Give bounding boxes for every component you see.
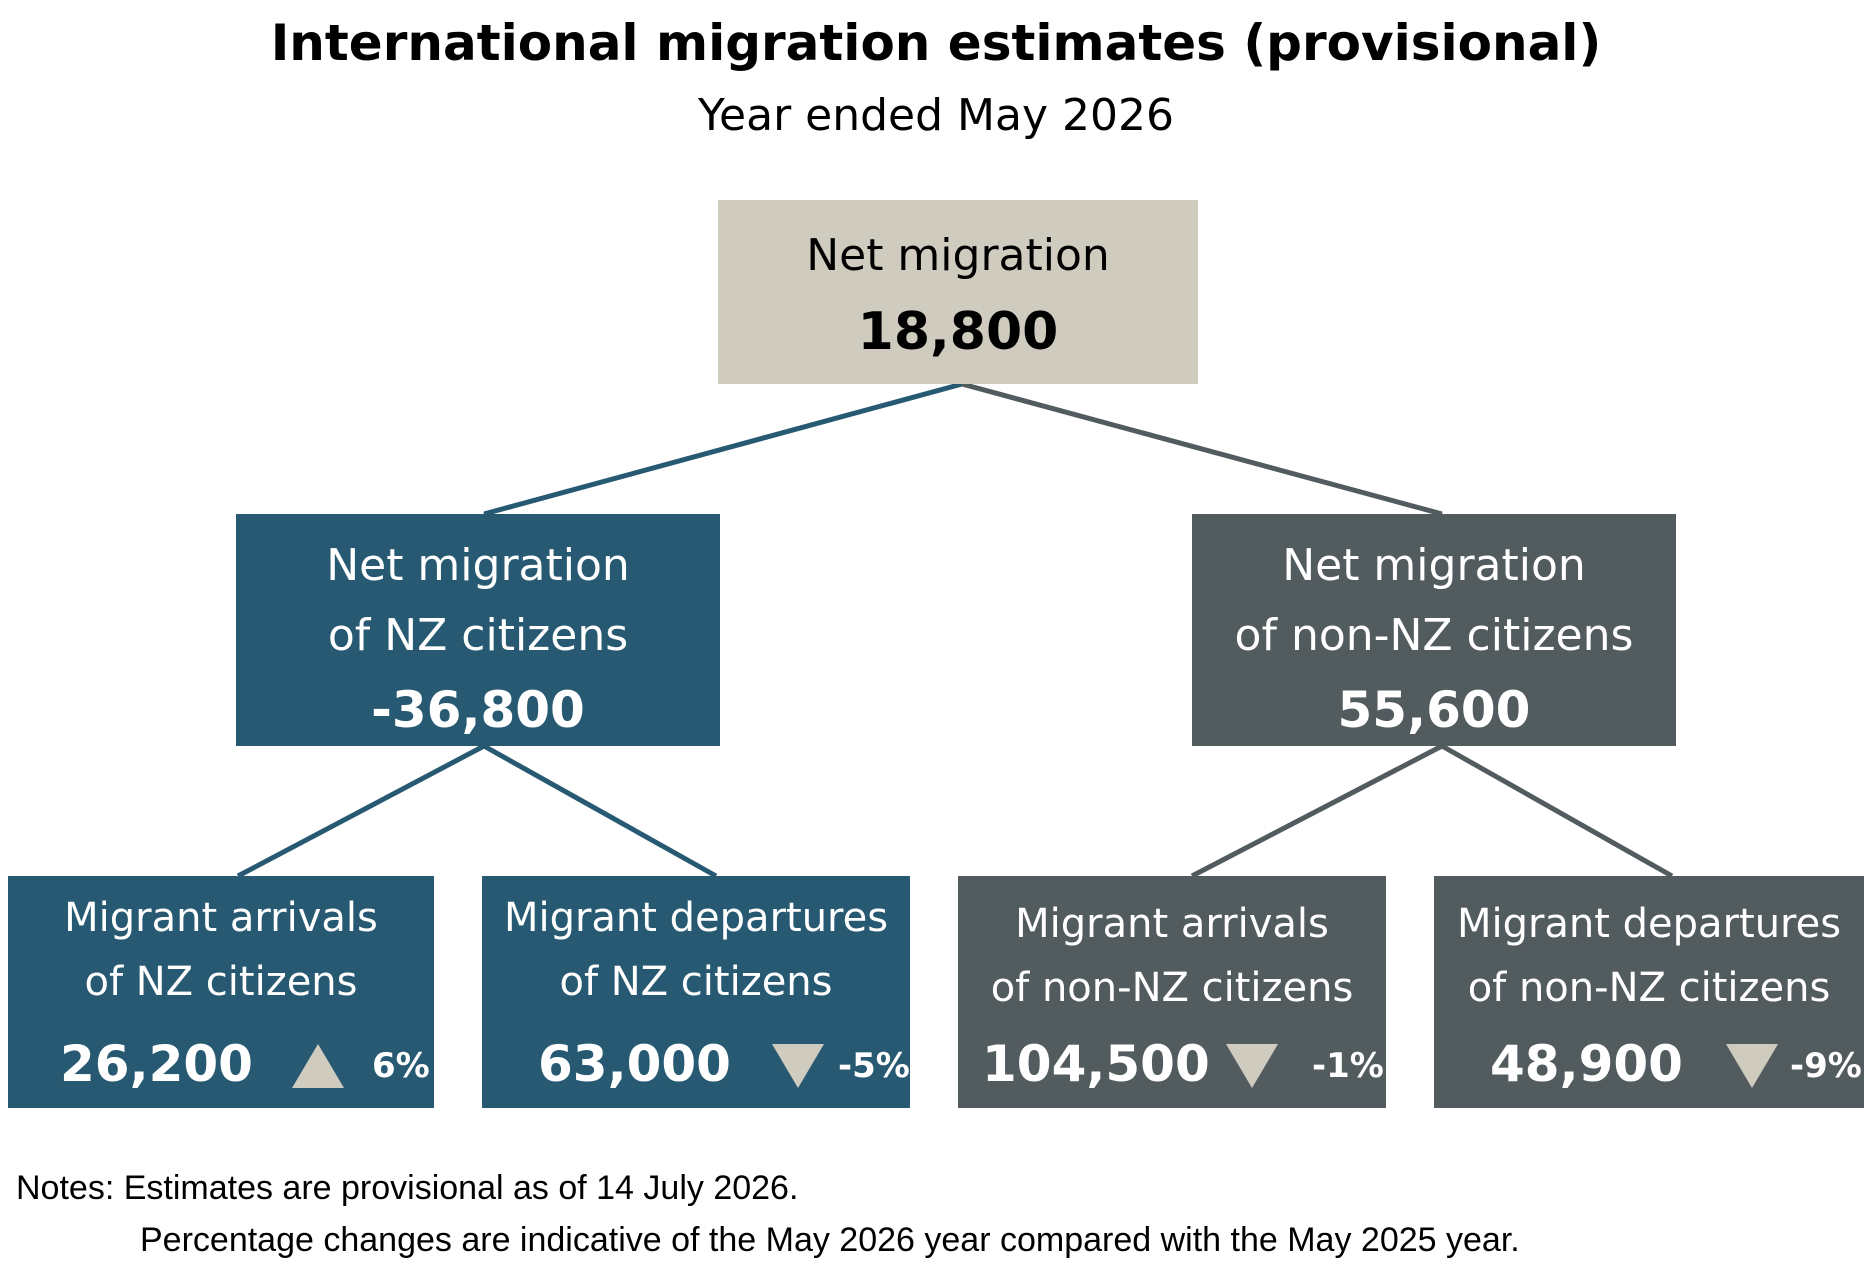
triangle-down-icon — [1226, 1044, 1278, 1088]
non-nz-arrivals-change: -1% — [1312, 1046, 1384, 1086]
nz-net-migration-label-1: Net migration — [326, 540, 630, 591]
non-nz-departures-box: Migrant departures of non-NZ citizens 48… — [1434, 876, 1864, 1108]
nz-departures-value: 63,000 — [538, 1035, 731, 1093]
net-migration-value: 18,800 — [857, 302, 1059, 362]
non-nz-departures-label-1: Migrant departures — [1456, 901, 1842, 947]
non-nz-arrivals-label-1: Migrant arrivals — [1015, 901, 1329, 947]
connector-nz-to-arrivals — [236, 743, 486, 879]
connector-non-nz-to-departures — [1440, 743, 1674, 879]
connector-nz-to-departures — [482, 743, 718, 879]
notes-line-1: Notes: Estimates are provisional as of 1… — [16, 1169, 799, 1207]
triangle-down-icon — [1726, 1044, 1778, 1088]
notes-line-2: Percentage changes are indicative of the… — [140, 1221, 1520, 1259]
triangle-up-icon — [292, 1044, 344, 1088]
triangle-down-icon — [772, 1044, 824, 1088]
non-nz-departures-label-2: of non-NZ citizens — [1467, 965, 1831, 1011]
net-migration-box: Net migration 18,800 — [718, 200, 1198, 384]
connector-non-nz-to-arrivals — [1190, 743, 1444, 879]
non-nz-net-migration-value: 55,600 — [1337, 681, 1531, 739]
nz-net-migration-value: -36,800 — [371, 681, 585, 739]
nz-arrivals-label-1: Migrant arrivals — [64, 895, 378, 941]
nz-arrivals-value: 26,200 — [60, 1035, 253, 1093]
connector-top-to-non-nz — [961, 381, 1443, 517]
non-nz-arrivals-value: 104,500 — [982, 1035, 1210, 1093]
non-nz-net-migration-box: Net migration of non-NZ citizens 55,600 — [1192, 514, 1676, 746]
nz-departures-label-2: of NZ citizens — [559, 959, 833, 1005]
non-nz-net-migration-label-1: Net migration — [1282, 540, 1586, 591]
nz-net-migration-label-2: of NZ citizens — [327, 610, 629, 661]
nz-arrivals-change: 6% — [372, 1046, 430, 1086]
nz-net-migration-box: Net migration of NZ citizens -36,800 — [236, 514, 720, 746]
net-migration-label: Net migration — [806, 230, 1110, 281]
nz-departures-label-1: Migrant departures — [503, 895, 889, 941]
non-nz-departures-value: 48,900 — [1490, 1035, 1683, 1093]
page-subtitle: Year ended May 2026 — [698, 90, 1174, 141]
page-title: International migration estimates (provi… — [270, 14, 1602, 72]
nz-departures-change: -5% — [838, 1046, 910, 1086]
nz-arrivals-box: Migrant arrivals of NZ citizens 26,200 6… — [8, 876, 434, 1108]
non-nz-net-migration-label-2: of non-NZ citizens — [1234, 610, 1634, 661]
non-nz-arrivals-label-2: of non-NZ citizens — [990, 965, 1354, 1011]
non-nz-departures-change: -9% — [1790, 1046, 1862, 1086]
non-nz-arrivals-box: Migrant arrivals of non-NZ citizens 104,… — [958, 876, 1386, 1108]
nz-arrivals-label-2: of NZ citizens — [84, 959, 358, 1005]
connector-top-to-nz — [483, 381, 963, 517]
nz-departures-box: Migrant departures of NZ citizens 63,000… — [482, 876, 910, 1108]
